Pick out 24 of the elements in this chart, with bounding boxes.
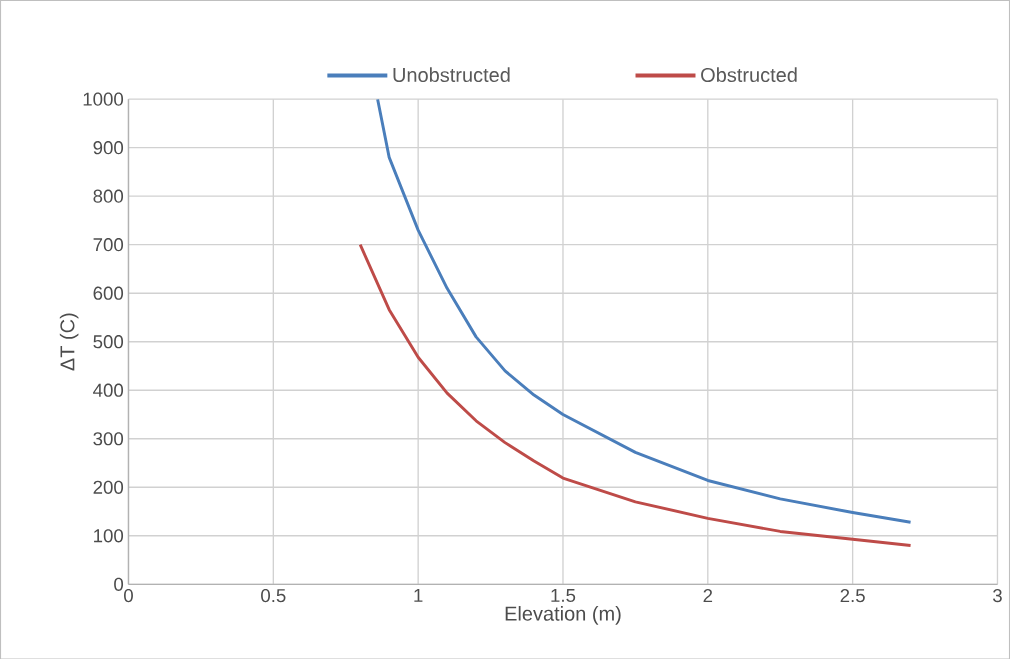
y-tick-label: 600 <box>93 286 124 300</box>
y-tick-label: 700 <box>93 237 124 252</box>
x-tick-label: 0.5 <box>261 588 286 602</box>
y-tick-label: 1000 <box>83 92 124 106</box>
y-tick-label: 400 <box>93 383 124 397</box>
legend-label: Obstructed <box>701 67 797 82</box>
y-tick-label: 900 <box>93 140 124 155</box>
line-series <box>358 242 913 547</box>
x-tick-label: 1.5 <box>551 588 576 602</box>
y-tick-label: 300 <box>93 431 124 446</box>
y-tick-label: 800 <box>93 189 124 203</box>
y-tick-label: 200 <box>93 480 124 494</box>
y-tick-label: 500 <box>93 334 124 349</box>
x-tick-label: 2.5 <box>840 588 865 602</box>
y-tick-label: 0 <box>114 577 124 591</box>
x-tick-label: 1 <box>414 588 423 602</box>
y-tick-label: 100 <box>94 528 124 543</box>
x-tick-label: 0 <box>124 588 133 602</box>
x-tick-label: 3 <box>993 588 1002 602</box>
x-tick-label: 2 <box>703 588 713 602</box>
y-axis-title: ΔT (C) <box>59 313 79 371</box>
x-axis-title: Elevation (m) <box>505 605 621 625</box>
legend-label: Unobstructed <box>393 67 510 82</box>
line-series <box>376 98 913 524</box>
